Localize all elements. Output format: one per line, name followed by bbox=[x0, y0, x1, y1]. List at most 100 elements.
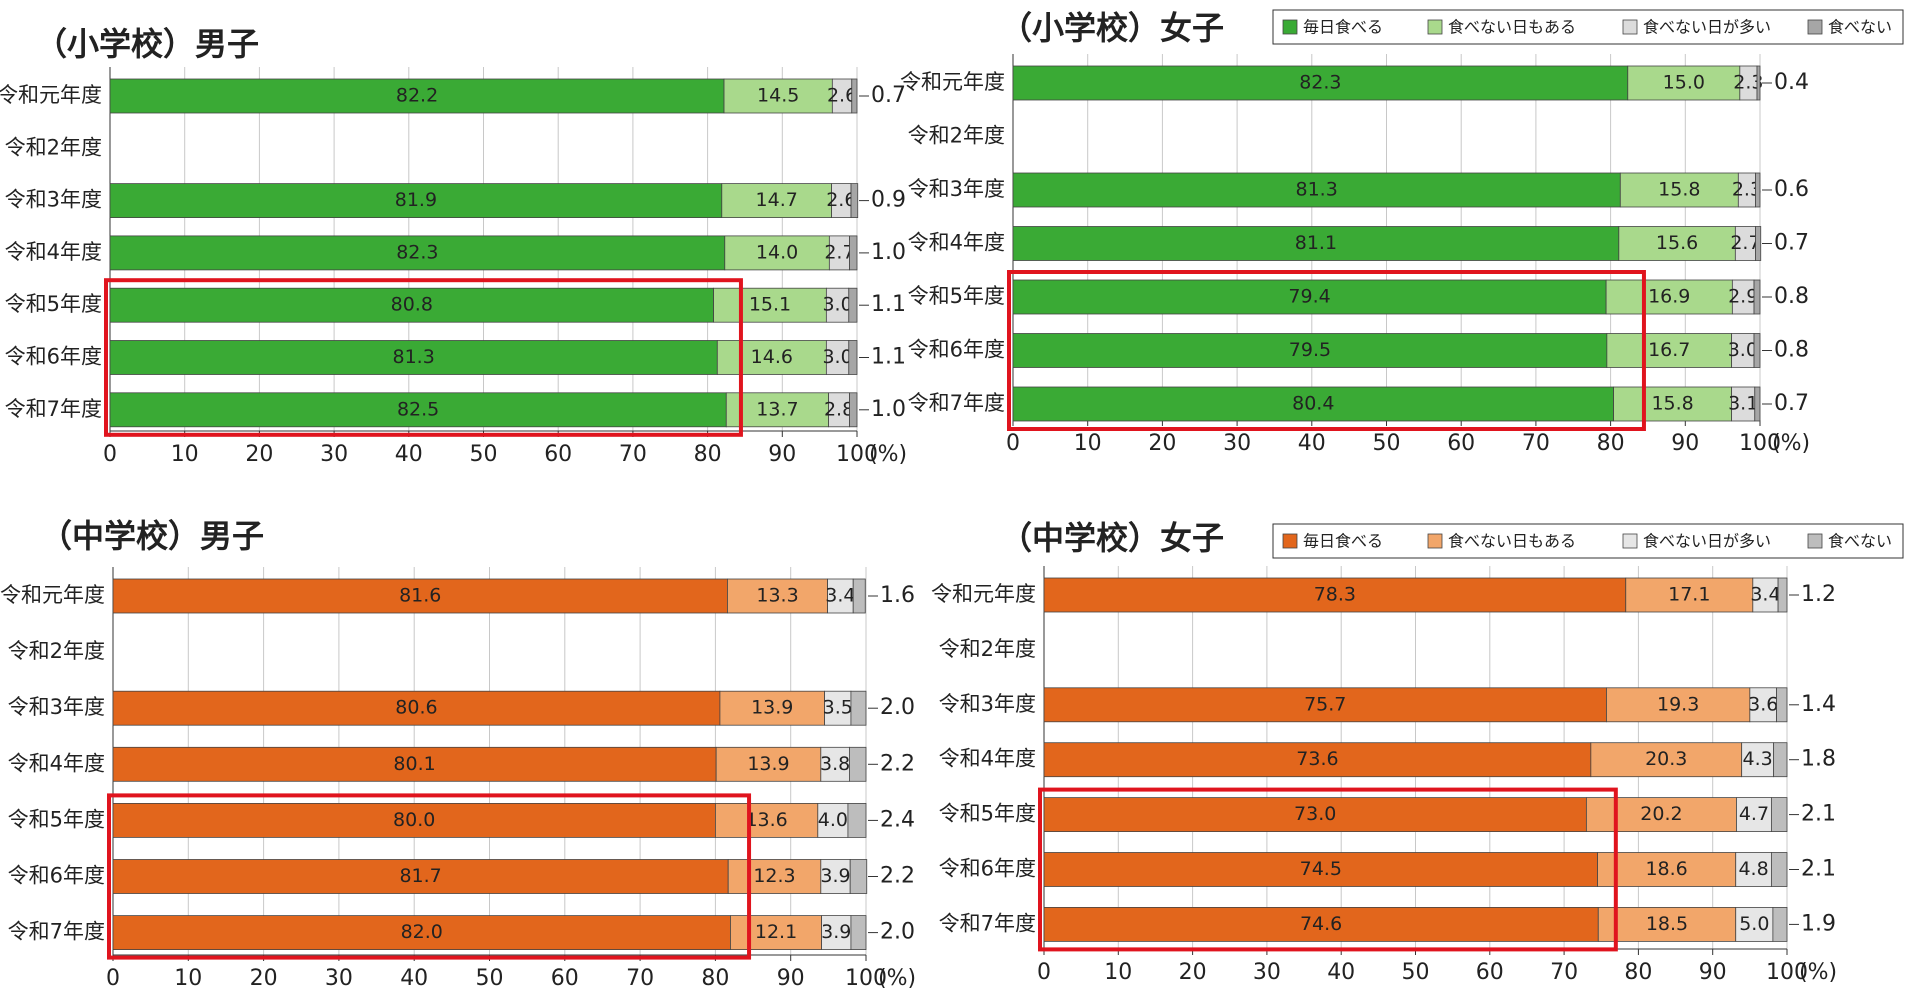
x-tick-label: 40 bbox=[1298, 431, 1326, 456]
bar-segment bbox=[852, 578, 866, 614]
bar-segment bbox=[1776, 687, 1788, 723]
bar-segment bbox=[1756, 65, 1761, 101]
value-label: 3.4 bbox=[1750, 584, 1780, 606]
value-label: 20.2 bbox=[1640, 803, 1682, 825]
value-label: 0.7 bbox=[1774, 231, 1809, 256]
x-tick-label: 50 bbox=[1402, 960, 1430, 985]
category-label: 令和元年度 bbox=[0, 583, 105, 607]
category-label: 令和3年度 bbox=[939, 692, 1036, 716]
x-tick-label: 0 bbox=[103, 442, 117, 467]
legend-label: 食べない bbox=[1828, 532, 1892, 551]
bar-segment bbox=[820, 746, 850, 782]
x-tick-label: 40 bbox=[1327, 960, 1355, 985]
value-label: 2.6 bbox=[827, 85, 857, 107]
value-label: 13.7 bbox=[756, 398, 798, 420]
bar-segment bbox=[1012, 386, 1614, 422]
value-label: 2.6 bbox=[826, 189, 856, 211]
value-label: 3.1 bbox=[1728, 393, 1758, 415]
value-label: 1.2 bbox=[1801, 582, 1836, 607]
value-label: 14.7 bbox=[756, 189, 798, 211]
bar-segment bbox=[1772, 907, 1788, 942]
bar-segment bbox=[850, 690, 867, 726]
value-label: 82.5 bbox=[397, 398, 439, 420]
value-label: 82.3 bbox=[396, 241, 438, 263]
value-label: 80.1 bbox=[393, 753, 435, 775]
bar-segment bbox=[1741, 742, 1775, 778]
x-tick-label: 30 bbox=[325, 966, 353, 991]
highlight-box bbox=[1007, 270, 1646, 431]
x-tick-label: 0 bbox=[1006, 431, 1020, 456]
bar-segment bbox=[730, 915, 822, 950]
value-label: 81.9 bbox=[395, 189, 437, 211]
bar-segment bbox=[849, 392, 858, 428]
category-label: 令和4年度 bbox=[939, 747, 1036, 771]
bar-segment bbox=[849, 746, 867, 782]
value-label: 3.0 bbox=[1728, 339, 1758, 361]
category-label: 令和6年度 bbox=[8, 864, 105, 888]
bar-segment bbox=[848, 340, 858, 375]
category-label: 令和5年度 bbox=[5, 292, 102, 316]
value-label: 82.2 bbox=[396, 85, 438, 107]
value-label: 15.8 bbox=[1658, 179, 1700, 201]
value-label: 3.0 bbox=[822, 294, 852, 316]
bar-segment bbox=[1597, 852, 1737, 887]
bar-segment bbox=[849, 235, 858, 271]
legend-label: 食べない日が多い bbox=[1643, 18, 1771, 37]
bar-segment bbox=[848, 287, 858, 323]
legend-label: 毎日食べる bbox=[1303, 18, 1383, 37]
bar-segment bbox=[109, 287, 714, 323]
category-label: 令和7年度 bbox=[908, 391, 1005, 415]
highlight-box bbox=[107, 793, 752, 960]
legend-swatch bbox=[1622, 533, 1638, 549]
bar-segment bbox=[109, 183, 723, 219]
bar-segment bbox=[821, 915, 852, 950]
bar-segment bbox=[1753, 279, 1761, 315]
value-label: 16.9 bbox=[1648, 286, 1690, 308]
value-label: 2.8 bbox=[824, 398, 854, 420]
value-label: 0.8 bbox=[1774, 284, 1809, 309]
value-label: 13.3 bbox=[756, 585, 798, 607]
x-tick-label: 90 bbox=[768, 442, 796, 467]
legend-label: 食べない日もある bbox=[1448, 18, 1576, 37]
x-tick-label: 20 bbox=[245, 442, 273, 467]
category-label: 令和5年度 bbox=[908, 284, 1005, 308]
category-label: 令和2年度 bbox=[908, 124, 1005, 148]
chart-title: （小学校）男子 bbox=[35, 25, 259, 63]
x-tick-label: 40 bbox=[400, 966, 428, 991]
x-tick-label: 70 bbox=[619, 442, 647, 467]
x-tick-label: 60 bbox=[544, 442, 572, 467]
x-unit: (%) bbox=[869, 442, 907, 467]
bar-segment bbox=[1736, 797, 1772, 832]
bar-segment bbox=[850, 915, 867, 950]
legend-label: 食べない bbox=[1828, 18, 1892, 37]
value-label: 2.1 bbox=[1801, 857, 1836, 882]
bar-segment bbox=[724, 235, 830, 271]
x-tick-label: 10 bbox=[171, 442, 199, 467]
x-tick-label: 30 bbox=[1253, 960, 1281, 985]
value-label: 15.1 bbox=[749, 294, 791, 316]
value-label: 0.7 bbox=[871, 83, 906, 108]
category-label: 令和7年度 bbox=[939, 911, 1036, 935]
value-label: 0.9 bbox=[871, 188, 906, 213]
value-label: 2.1 bbox=[1801, 802, 1836, 827]
category-label: 令和2年度 bbox=[5, 135, 102, 159]
category-label: 令和2年度 bbox=[8, 639, 105, 663]
legend-swatch bbox=[1807, 533, 1823, 549]
value-label: 13.6 bbox=[745, 809, 787, 831]
value-label: 78.3 bbox=[1314, 584, 1356, 606]
value-label: 12.1 bbox=[755, 921, 797, 943]
category-label: 令和6年度 bbox=[939, 857, 1036, 881]
x-tick-label: 50 bbox=[1373, 431, 1401, 456]
value-label: 17.1 bbox=[1668, 584, 1710, 606]
bar-segment bbox=[1043, 852, 1598, 887]
value-label: 14.6 bbox=[751, 346, 793, 368]
value-label: 81.3 bbox=[392, 346, 434, 368]
x-tick-label: 90 bbox=[777, 966, 805, 991]
x-unit: (%) bbox=[1799, 960, 1837, 985]
bar-segment bbox=[112, 915, 731, 950]
bar-segment bbox=[1597, 907, 1737, 942]
x-tick-label: 70 bbox=[626, 966, 654, 991]
bar-segment bbox=[109, 392, 727, 428]
x-tick-label: 100 bbox=[1766, 960, 1808, 985]
chart-title: （中学校）男子 bbox=[40, 517, 264, 555]
